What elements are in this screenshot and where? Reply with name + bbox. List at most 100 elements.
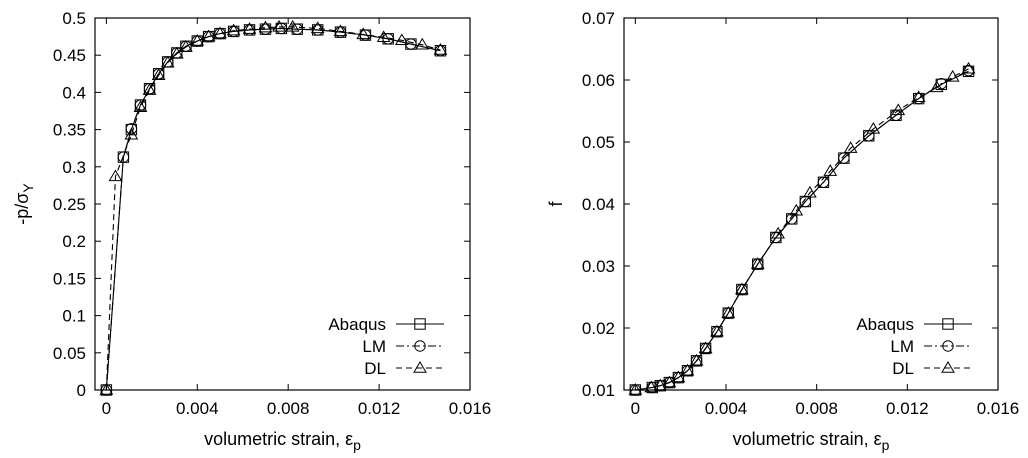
x-tick-label: 0.008 [795,399,838,418]
data-point-dl [945,69,960,82]
data-point-lm [227,25,240,38]
legend-marker-abaqus [942,318,954,330]
data-point-dl [169,46,184,59]
data-point-dl [911,90,926,103]
legend-marker-dl [413,361,427,373]
data-point-dl [653,378,668,391]
data-point-lm [312,24,324,36]
legend-marker-dl [941,361,955,373]
y-axis-title: f [546,201,566,207]
y-tick-label: 0.4 [62,83,86,102]
series-dl [99,19,448,395]
data-point-dl [242,22,257,34]
series-line-abaqus [105,27,441,391]
data-point-dl [376,30,391,43]
data-point-lm [817,176,830,189]
y-tick-label: 0.01 [582,381,615,400]
x-tick-label: 0.016 [449,399,492,418]
y-tick-label: 0.3 [62,158,86,177]
data-point-lm [125,123,138,135]
y-tick-label: 0.5 [62,9,86,28]
data-point-dl [721,306,736,318]
data-point-dl [750,257,765,269]
y-tick-label: 0.25 [53,195,86,214]
data-point-lm [799,195,812,208]
legend-marker-lm [414,340,426,352]
series-dl [628,61,976,395]
data-point-dl [179,40,193,52]
data-point-dl [258,20,273,33]
legend: Abaqus LM DL [328,315,444,378]
series-line-dl [635,68,969,391]
chart-pressure-vs-strain: 0 0.004 0.008 0.012 0.016 0 0.05 0.1 0.15 0.2 0.25… [12,9,491,453]
data-point-dl [190,34,205,46]
data-point-lm [838,152,850,164]
y-tick-label: 0.35 [53,121,86,140]
data-point-dl [644,380,659,393]
chart-porosity-vs-strain: 0 0.004 0.008 0.012 0.016 0.01 0.02 0.03 0.04 0.0… [546,9,1019,453]
data-point-lm [912,92,925,105]
x-tick-label: 0.012 [358,399,401,418]
x-tick-label: 0 [102,399,111,418]
series-line-lm [105,27,441,391]
legend-label-abaqus: Abaqus [856,315,914,334]
legend-marker-abaqus [414,318,426,330]
data-point-dl [734,282,749,295]
series-lm [629,65,975,396]
data-point-dl [124,127,139,140]
data-point-dl [710,324,724,337]
data-point-dl [823,164,838,176]
data-point-dl [142,83,157,95]
data-point-dl [226,23,241,36]
data-point-lm [275,22,288,35]
data-point-lm [259,23,272,35]
legend-label-lm: LM [890,337,914,356]
series-line-dl [105,26,441,391]
x-axis-title: volumetric strain, εp [204,429,361,453]
data-point-dl [961,61,976,74]
data-point-dl [802,185,817,198]
data-point-dl [394,33,409,46]
data-point-dl [133,100,148,112]
y-tick-label: 0.07 [582,9,615,28]
data-point-dl [771,226,786,239]
data-point-dl [689,353,704,366]
data-point-dl [160,55,175,68]
y-tick-label: 0.04 [582,195,615,214]
x-axis-title: volumetric strain, εp [733,429,890,453]
series-line-abaqus [635,70,969,391]
x-tick-label: 0 [631,399,640,418]
y-tick-label: 0.45 [53,46,86,65]
data-point-dl [151,68,166,80]
x-tick-label: 0.016 [977,399,1020,418]
data-point-dl [213,26,227,39]
x-tick-label: 0.008 [267,399,310,418]
legend-label-dl: DL [364,359,386,378]
data-point-dl [680,363,695,376]
x-tick-label: 0.004 [176,399,219,418]
legend-label-abaqus: Abaqus [328,315,386,334]
data-point-dl [671,370,686,383]
data-point-lm [786,213,798,225]
data-point-dl [843,141,858,153]
legend-label-dl: DL [892,359,914,378]
series-abaqus [629,65,975,396]
data-point-dl [333,24,348,37]
data-point-lm [334,26,347,38]
series-line-lm [635,70,969,391]
y-tick-label: 0.02 [582,319,615,338]
y-tick-label: 0.2 [62,232,86,251]
y-tick-label: 0.15 [53,269,86,288]
data-point-dl [628,383,643,395]
data-point-dl [272,19,286,32]
data-point-lm [134,99,147,111]
data-point-lm [117,151,130,163]
data-point-dl [891,103,906,116]
y-tick-label: 0 [77,381,86,400]
x-tick-label: 0.004 [705,399,748,418]
y-tick-label: 0.1 [62,307,86,326]
y-tick-label: 0.03 [582,257,615,276]
data-point-dl [310,21,325,34]
data-point-dl [789,203,804,216]
